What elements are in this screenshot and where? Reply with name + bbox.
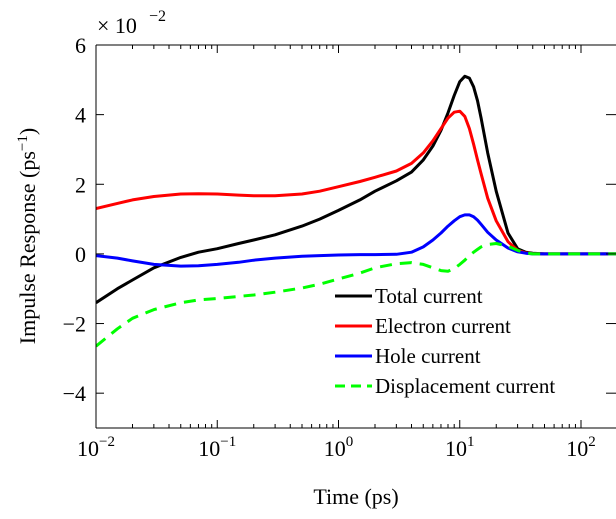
- x-tick-label-base: 10: [77, 436, 99, 461]
- x-tick-label-base: 10: [324, 436, 346, 461]
- series-layer: [96, 74, 616, 348]
- y-tick-label: 4: [75, 103, 86, 128]
- x-tick-label-exponent: 0: [346, 434, 354, 450]
- y-axis-label-close: ): [15, 128, 40, 135]
- y-ticks: −4 −2 0 2 4 6: [63, 33, 616, 406]
- plot-area: [96, 45, 616, 428]
- y-axis-multiplier: × 10 −2: [97, 8, 166, 38]
- plot-background: [96, 45, 616, 428]
- y-axis-label: Impulse Response (ps−1): [15, 128, 40, 344]
- x-tick-label: 10−1: [198, 434, 236, 461]
- y-multiplier-exponent: −2: [149, 8, 166, 25]
- legend-label: Displacement current: [375, 374, 555, 398]
- x-tick-label-base: 10: [566, 436, 588, 461]
- x-tick-label-base: 10: [445, 436, 467, 461]
- legend: Total current Electron current Hole curren…: [335, 284, 555, 398]
- x-tick-label-base: 10: [198, 436, 220, 461]
- y-tick-label: −2: [63, 312, 86, 337]
- axes-frame: [95, 44, 616, 429]
- y-axis-label-main: Impulse Response (ps: [15, 151, 40, 344]
- x-axis-label: Time (ps): [313, 484, 398, 509]
- legend-label: Electron current: [375, 314, 511, 338]
- y-axis-label-group: Impulse Response (ps−1): [15, 128, 40, 344]
- legend-label: Hole current: [375, 344, 481, 368]
- x-tick-label: 100: [324, 434, 354, 461]
- y-tick-label: 2: [75, 172, 86, 197]
- y-tick-label: 0: [75, 242, 86, 267]
- x-tick-label: 102: [566, 434, 596, 461]
- x-tick-label: 10−2: [77, 434, 115, 461]
- y-tick-label: 6: [75, 33, 86, 58]
- x-tick-label-exponent: 2: [588, 434, 596, 450]
- y-axis-label-superscript: −1: [15, 135, 31, 151]
- series-line-displacement-current: [96, 242, 616, 348]
- x-tick-label-exponent: −1: [220, 434, 236, 450]
- x-tick-label: 101: [445, 434, 475, 461]
- x-tick-label-exponent: 1: [467, 434, 475, 450]
- legend-label: Total current: [375, 284, 483, 308]
- x-tick-label-exponent: −2: [99, 434, 115, 450]
- y-tick-label: −4: [63, 381, 86, 406]
- y-multiplier-base: × 10: [97, 13, 137, 38]
- x-ticks: 10−2 10−1 100 101 102: [77, 45, 596, 461]
